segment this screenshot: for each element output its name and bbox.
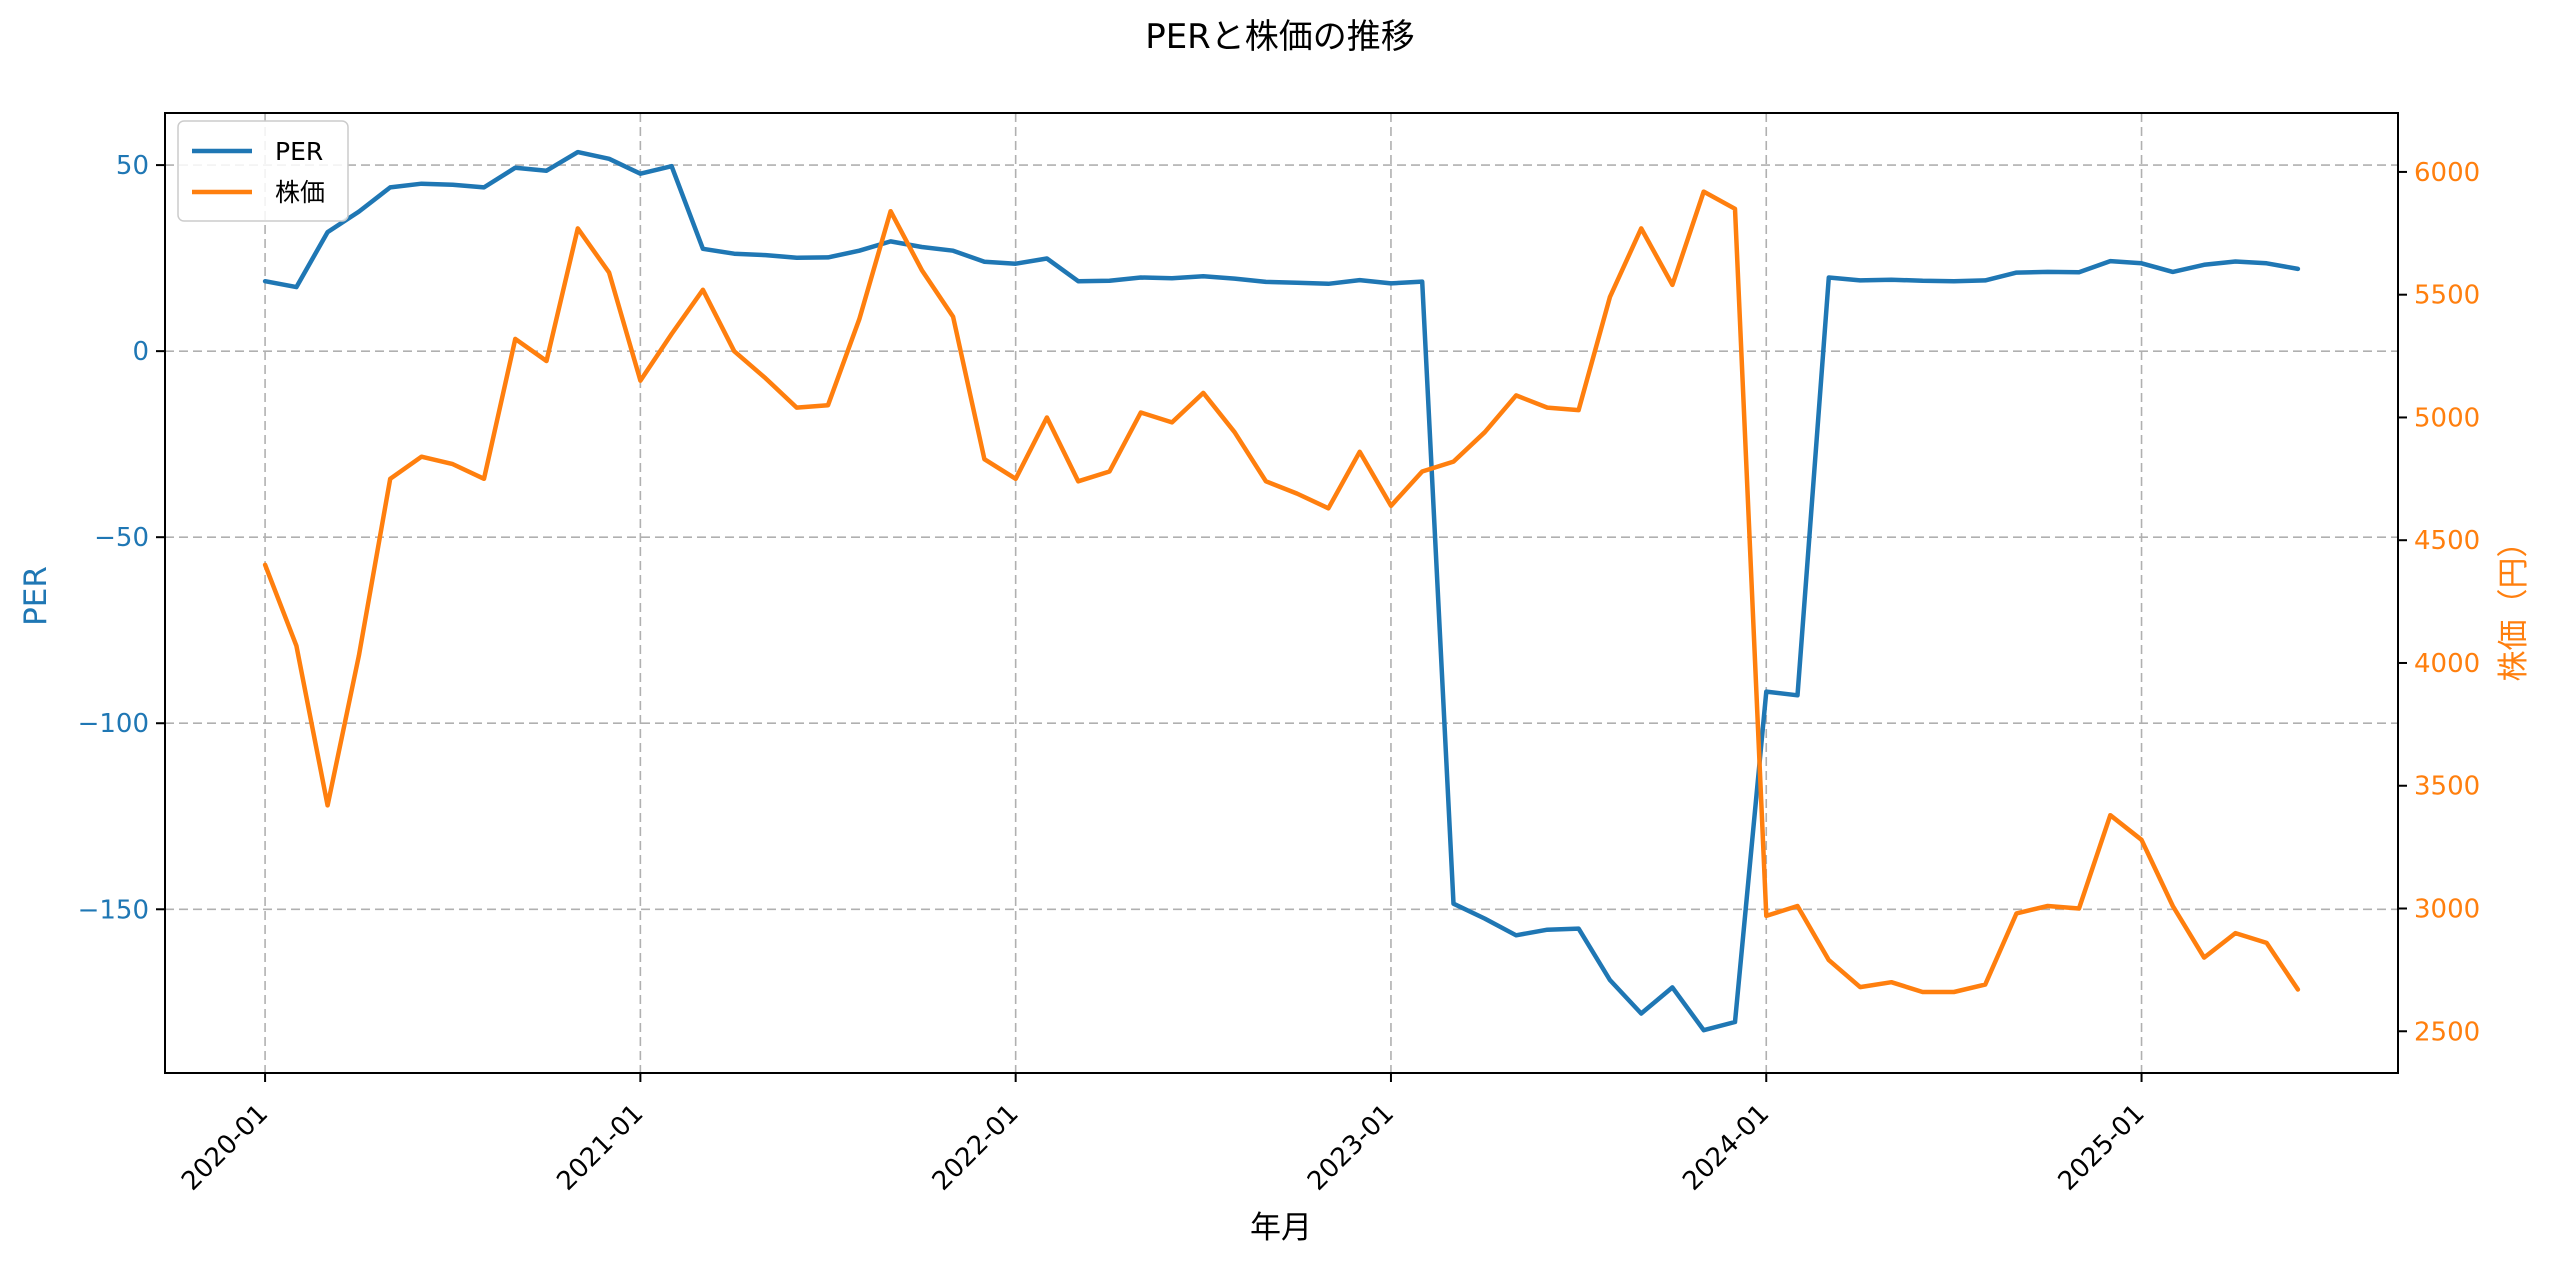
- plot-frame: [164, 112, 2399, 1074]
- series-line-price: [262, 189, 2301, 995]
- y-tick-label-left: 50: [116, 151, 149, 181]
- y-tick-label-right: 2500: [2414, 1017, 2480, 1047]
- y-axis-title-left: PER: [18, 566, 54, 626]
- x-axis-title: 年月: [1250, 1210, 1312, 1246]
- series-lines: [262, 149, 2301, 1033]
- chart-title: PERと株価の推移: [1145, 17, 1415, 57]
- y-tick-label-left: −50: [94, 523, 149, 553]
- axes: 2020-01 2021-01 2022-01 2023-01 2024-01 2025-…: [78, 151, 2481, 1197]
- legend: PER 株価: [177, 120, 349, 222]
- legend-label-per: PER: [275, 137, 323, 166]
- y-tick-label-right: 3000: [2414, 894, 2480, 924]
- x-tick-label: 2025-01: [2053, 1099, 2151, 1197]
- x-tick-label: 2022-01: [927, 1099, 1025, 1197]
- grid-lines: [165, 113, 2398, 1073]
- y-tick-label-right: 5500: [2414, 281, 2480, 311]
- x-tick-label: 2020-01: [176, 1099, 274, 1197]
- x-tick-label: 2024-01: [1677, 1099, 1775, 1197]
- y-tick-label-right: 3500: [2414, 772, 2480, 802]
- x-tick-label: 2021-01: [551, 1099, 649, 1197]
- y-tick-label-right: 4500: [2414, 526, 2480, 556]
- legend-box: [177, 120, 349, 222]
- y-tick-label-right: 4000: [2414, 649, 2480, 679]
- y-tick-label-left: −100: [78, 709, 149, 739]
- series-line-per: [262, 149, 2301, 1033]
- y-tick-label-right: 5000: [2414, 403, 2480, 433]
- y-tick-label-right: 6000: [2414, 158, 2480, 188]
- y-tick-label-left: 0: [132, 337, 149, 367]
- x-tick-label: 2023-01: [1302, 1099, 1400, 1197]
- legend-label-price: 株価: [275, 178, 325, 207]
- y-tick-label-left: −150: [78, 895, 149, 925]
- y-axis-title-right: 株価（円）: [2496, 527, 2532, 682]
